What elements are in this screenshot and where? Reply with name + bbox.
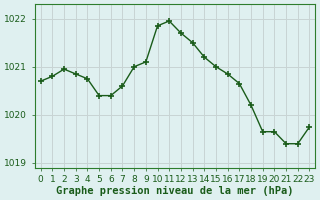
X-axis label: Graphe pression niveau de la mer (hPa): Graphe pression niveau de la mer (hPa) [56, 186, 294, 196]
